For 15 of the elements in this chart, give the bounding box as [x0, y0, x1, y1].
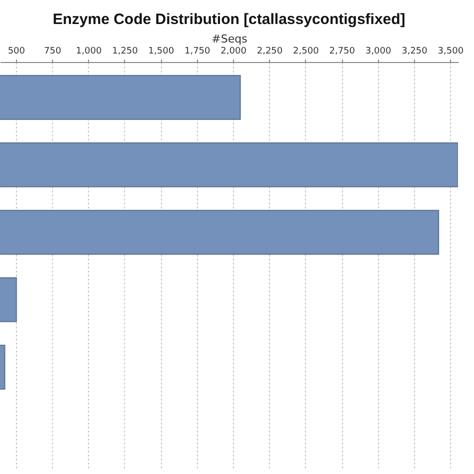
x-tick-label: 3,000	[365, 46, 392, 56]
x-tick-label: 1,250	[112, 46, 138, 56]
chart-title: Enzyme Code Distribution [ctallassycontigsfixed]	[52, 11, 406, 28]
x-axis-title: #Seqs	[212, 32, 248, 46]
x-tick-label: 3,250	[402, 46, 428, 56]
x-tick-label: 500	[8, 46, 26, 56]
x-tick-label: 2,750	[329, 46, 356, 56]
x-tick-label: 2,250	[256, 46, 283, 56]
x-tick-label: 750	[44, 46, 62, 56]
x-tick-label: 1,750	[184, 46, 211, 56]
x-tick-label: 2,000	[220, 46, 247, 56]
x-tick-label: 3,500	[438, 46, 464, 56]
x-tick-label: 2,500	[293, 46, 320, 56]
x-tick-label: 1,000	[76, 46, 102, 56]
x-tick-label: 1,500	[148, 46, 174, 56]
